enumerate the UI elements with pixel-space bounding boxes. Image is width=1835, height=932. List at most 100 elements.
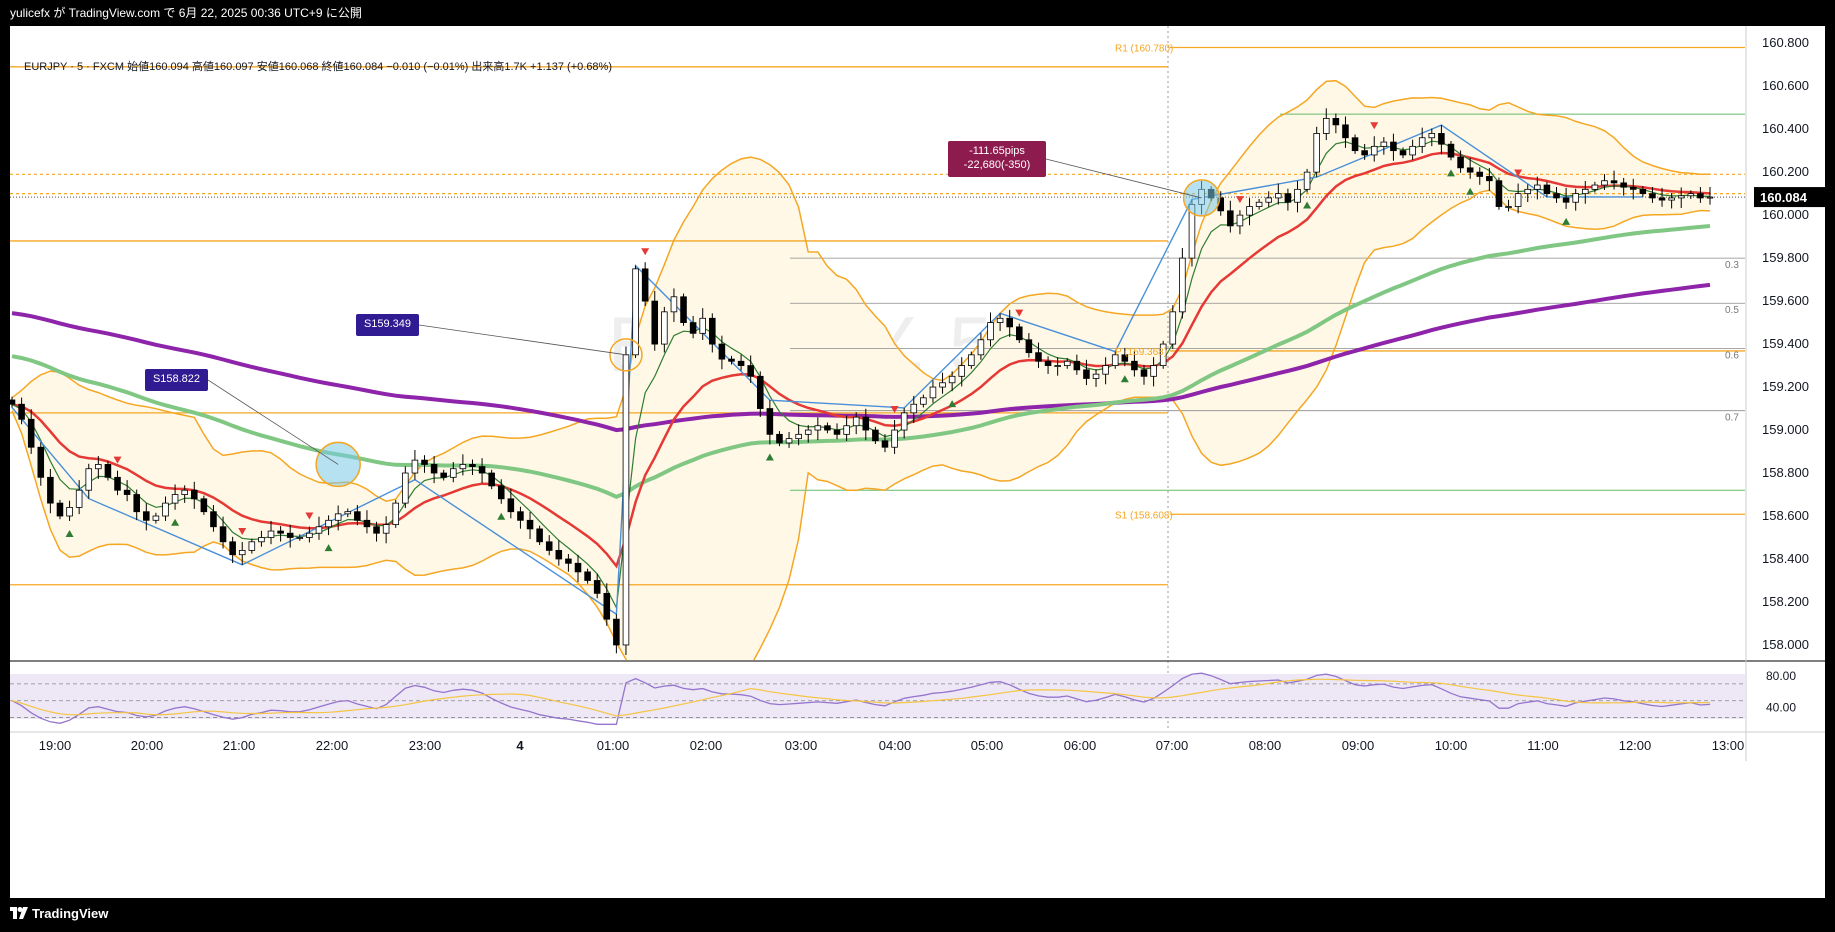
candle-bear [1284, 193, 1292, 203]
candle-bull [1524, 188, 1532, 195]
candle-bear [1332, 118, 1340, 126]
candle-bull [785, 438, 793, 444]
candle-bear [56, 502, 64, 517]
candle-bull [248, 541, 256, 551]
fib-label-2: 0.6 [1725, 350, 1739, 361]
candle-bull [900, 412, 908, 431]
candle-bull [238, 549, 246, 556]
candle-bull [1534, 184, 1541, 190]
candle-bear [219, 526, 227, 543]
candle-bull [334, 513, 342, 521]
swing-high-marker [238, 528, 247, 536]
candle-bear [200, 498, 208, 513]
candle-bull [920, 397, 927, 405]
candle-bear [1457, 156, 1464, 169]
candle-bull [843, 425, 850, 435]
candle-bear [1697, 193, 1704, 199]
candle-bull [75, 489, 83, 508]
candle-bull [315, 526, 323, 534]
price-tick-label: 158.800 [1762, 465, 1809, 480]
sma-purple-line [11, 282, 1711, 433]
candle-bull [411, 459, 419, 474]
publish-bar: yulicefx が TradingView.com で 6月 22, 2025… [0, 0, 1835, 26]
candle-bear [756, 375, 764, 409]
candle-bull [622, 354, 630, 646]
time-tick-label: 13:00 [1712, 738, 1745, 753]
ema-green-line [11, 140, 1711, 610]
candle-bear [1486, 176, 1493, 182]
candle-bear [507, 498, 515, 513]
candle-bear [1006, 317, 1013, 328]
candle-bull [1159, 343, 1167, 366]
swing-high-marker [641, 248, 650, 256]
candle-bull [939, 382, 946, 388]
candle-bull [1572, 193, 1579, 203]
price-tick-label: 160.000 [1762, 207, 1809, 222]
candle-bear [593, 580, 601, 594]
swing-low-marker [1303, 201, 1312, 209]
candle-bear [776, 433, 783, 444]
candle-bear [1466, 167, 1474, 173]
candle-bull [929, 386, 937, 399]
candle-bear [104, 464, 112, 478]
fib-label-3: 0.7 [1725, 413, 1739, 424]
pivot-label-p: P (159.368) [1115, 347, 1167, 358]
candle-bear [728, 358, 735, 362]
candle-bear [555, 549, 563, 560]
candle-bear [277, 530, 284, 534]
candle-bull [1428, 133, 1436, 139]
swing-high-marker [1370, 122, 1379, 130]
candle-bear [1073, 360, 1081, 371]
candle-bear [1131, 360, 1138, 371]
candle-bear [1399, 150, 1407, 156]
annotation-s159349-text-0: S159.349 [364, 318, 411, 330]
candle-bull [1505, 206, 1512, 208]
price-tick-label: 160.600 [1762, 78, 1809, 93]
candle-bear [1639, 188, 1647, 195]
time-tick-label: 23:00 [409, 738, 442, 753]
swing-low-marker [1466, 187, 1475, 195]
candle-bear [190, 489, 198, 500]
candle-bull [181, 489, 188, 495]
tradingview-logo[interactable]: TradingView [10, 906, 108, 921]
candle-bear [286, 532, 294, 538]
candle-bull [267, 530, 275, 538]
rsi-tick-label: 80.00 [1766, 669, 1796, 683]
candle-bear [1361, 150, 1368, 156]
entry-circle-1 [609, 338, 643, 372]
time-tick-label: 19:00 [39, 738, 72, 753]
candle-bull [996, 317, 1004, 323]
candle-bull [1303, 171, 1311, 190]
price-tick-label: 160.800 [1762, 35, 1809, 50]
candle-bull [258, 537, 265, 543]
candle-bear [1476, 171, 1484, 177]
candle-bear [478, 466, 486, 474]
candle-bear [1025, 339, 1033, 354]
fib-label-0: 0.3 [1725, 260, 1739, 271]
candle-bull [344, 511, 352, 515]
time-tick-label: 07:00 [1156, 738, 1189, 753]
axes-layer: 158.000 158.200 158.400 158.600 158.800 159.0… [10, 26, 1832, 761]
candle-bear [565, 558, 572, 564]
candle-bull [795, 433, 802, 440]
swing-low-marker [1120, 375, 1129, 383]
candle-bear [584, 571, 591, 581]
candle-bull [306, 532, 313, 538]
candle-bear [10, 399, 16, 405]
candle-bull [1591, 184, 1599, 190]
candle-bull [296, 537, 304, 539]
time-tick-label: 21:00 [223, 738, 256, 753]
candle-bear [1121, 354, 1129, 362]
candle-bull [814, 425, 822, 431]
candle-bull [1582, 188, 1589, 195]
candles-layer [10, 108, 1714, 656]
symbol-legend: EURJPY · 5 · FXCM 始値160.094 高値160.097 安値… [24, 61, 612, 73]
candle-bear [641, 268, 649, 302]
candle-bull [1092, 373, 1100, 379]
candle-bear [1610, 180, 1618, 184]
candle-bear [718, 343, 726, 360]
candle-bull [1275, 193, 1282, 199]
price-tick-label: 159.400 [1762, 336, 1809, 351]
